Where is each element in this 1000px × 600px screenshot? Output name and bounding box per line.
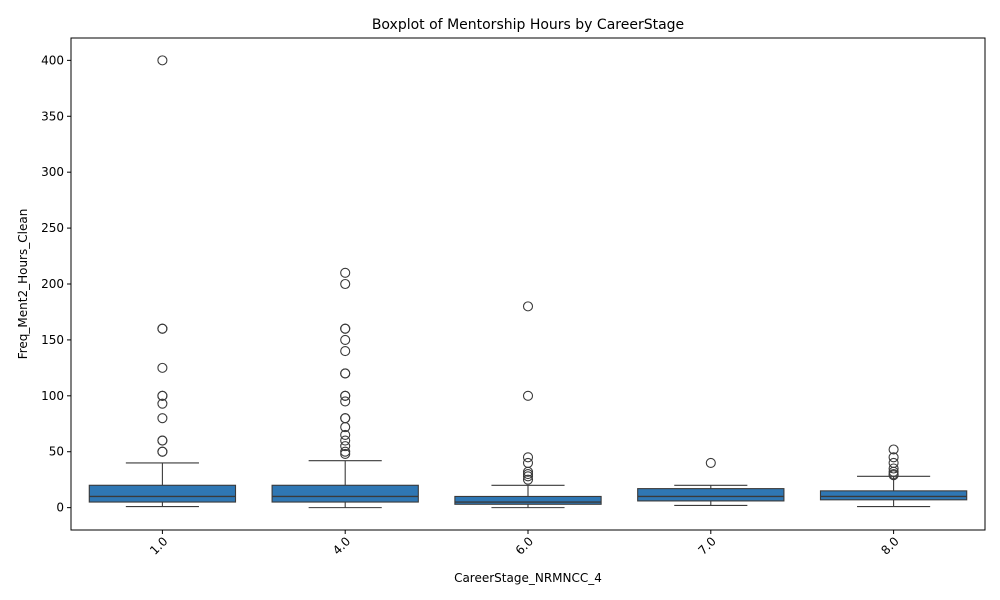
outlier-point (522, 301, 534, 312)
outlier-point (157, 413, 168, 424)
box-group-7-0 (637, 457, 785, 506)
iqr-box (637, 488, 785, 502)
outlier-point (157, 390, 168, 401)
outlier-point (522, 452, 534, 463)
plot-area (88, 55, 968, 509)
y-tick-label: 200 (41, 277, 64, 291)
x-axis-label: CareerStage_NRMNCC_4 (454, 571, 602, 585)
y-tick-label: 50 (49, 445, 64, 459)
box-group-6-0 (454, 301, 602, 509)
outlier-point (888, 452, 899, 463)
y-axis-label: Freq_Ment2_Hours_Clean (16, 209, 30, 360)
outlier-point (340, 334, 351, 345)
y-tick-label: 0 (56, 501, 64, 515)
outlier-point (340, 441, 351, 452)
outlier-point (340, 435, 351, 446)
x-tick-label: 4.0 (330, 534, 353, 557)
y-tick-label: 300 (41, 165, 64, 179)
box-group-4-0 (271, 267, 419, 509)
y-tick-label: 150 (41, 333, 64, 347)
outlier-point (705, 457, 716, 468)
x-tick-label: 1.0 (147, 534, 170, 557)
x-tick-label: 7.0 (696, 534, 719, 557)
outlier-point (340, 267, 351, 278)
iqr-box (88, 484, 237, 503)
plot-frame (70, 37, 986, 531)
outlier-point (522, 469, 534, 480)
chart-title: Boxplot of Mentorship Hours by CareerSta… (372, 17, 684, 33)
outlier-point (888, 444, 899, 455)
iqr-box (819, 490, 968, 501)
box-group-1-0 (88, 55, 237, 508)
outlier-point (340, 278, 351, 290)
outlier-point (522, 474, 534, 485)
outlier-point (340, 323, 351, 334)
y-tick-label: 400 (41, 53, 64, 67)
outlier-point (157, 55, 168, 66)
y-tick-label: 100 (41, 389, 64, 403)
outlier-point (340, 413, 351, 424)
outlier-point (157, 362, 168, 373)
y-tick-label: 250 (41, 221, 64, 235)
outlier-point (340, 368, 351, 379)
outlier-point (340, 446, 351, 457)
outlier-point (888, 457, 899, 468)
outlier-point (522, 390, 534, 401)
outlier-point (888, 463, 899, 474)
x-tick-label: 8.0 (878, 534, 901, 557)
iqr-box (271, 484, 419, 503)
box-group-8-0 (819, 444, 968, 508)
x-tick-label: 6.0 (513, 534, 536, 557)
outlier-point (340, 390, 351, 401)
outlier-point (157, 435, 168, 446)
iqr-box (454, 495, 602, 505)
outlier-point (157, 323, 168, 334)
outlier-point (157, 398, 168, 409)
outlier-point (522, 457, 534, 468)
outlier-point (340, 346, 351, 357)
outlier-point (340, 429, 351, 441)
outlier-point (157, 446, 168, 457)
y-tick-label: 350 (41, 109, 64, 123)
outlier-point (340, 396, 351, 407)
